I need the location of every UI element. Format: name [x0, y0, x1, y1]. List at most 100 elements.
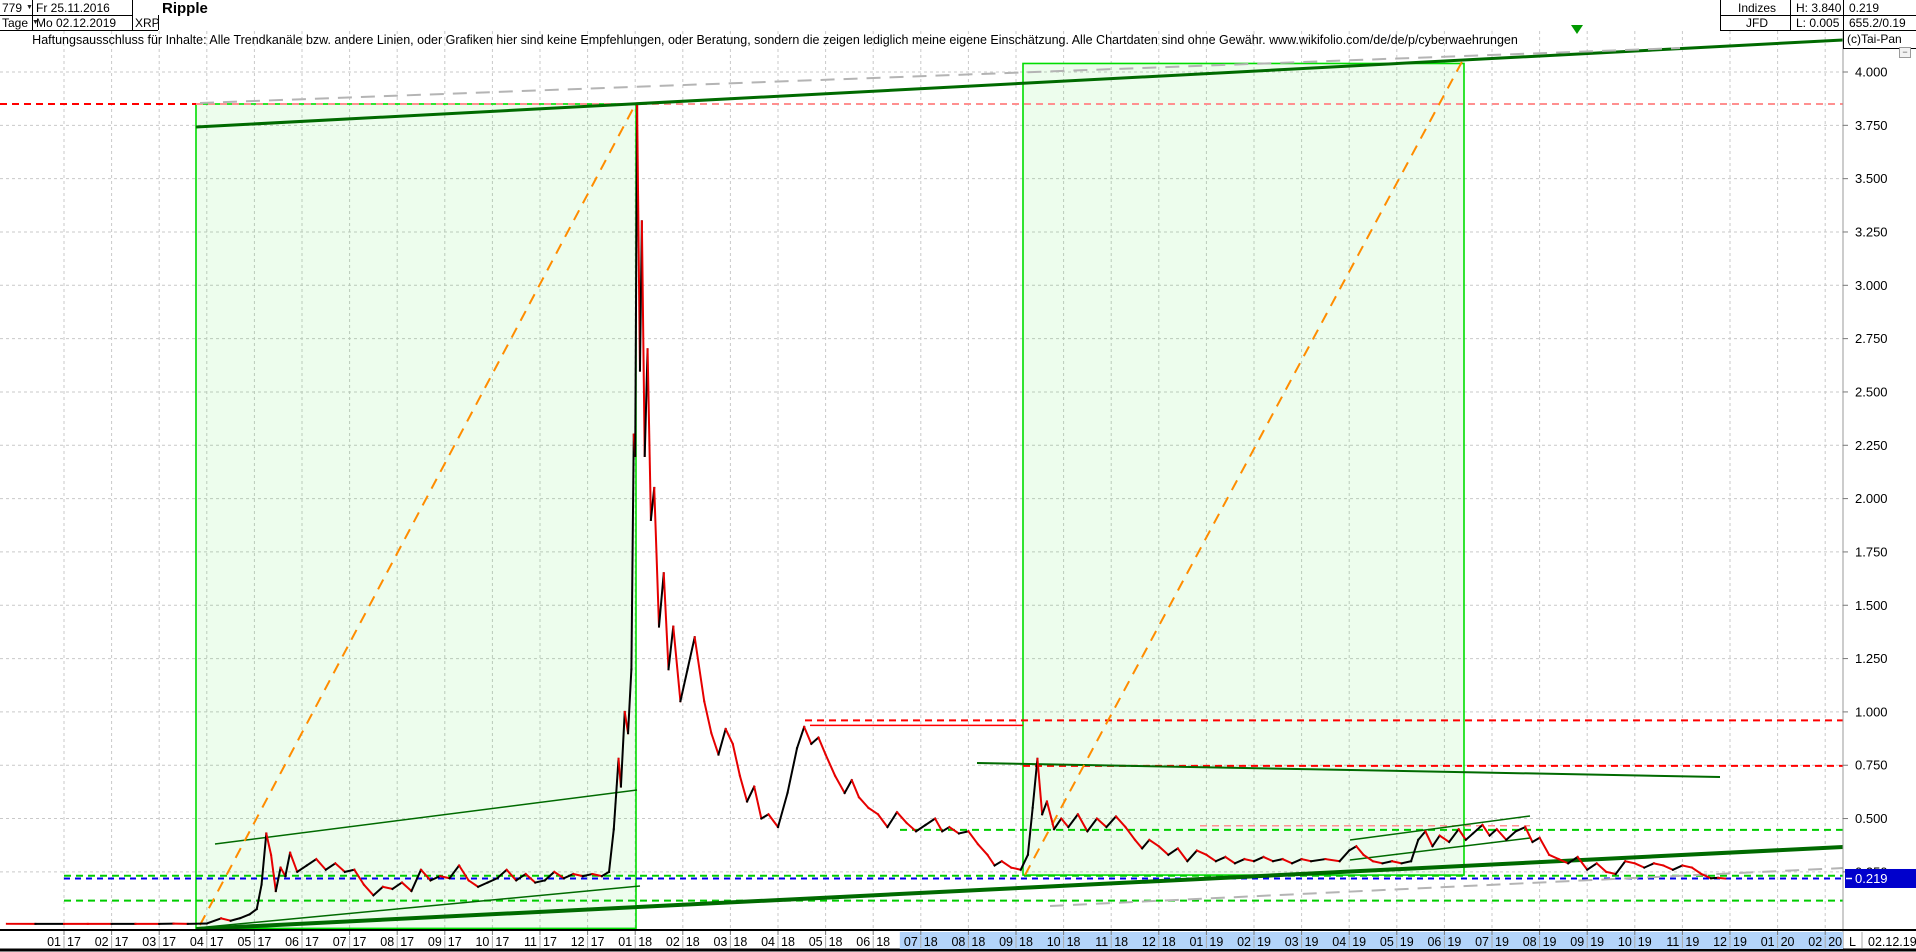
x-axis-month-label: 11: [1666, 935, 1679, 949]
price-segment: [419, 868, 432, 882]
x-axis-year-label: 18: [1114, 935, 1128, 949]
price-segment: [1504, 829, 1518, 842]
price-segment: [562, 872, 575, 880]
price-segment: [993, 859, 1004, 867]
x-axis-month-label: 07: [333, 935, 347, 949]
price-segment: [1424, 830, 1434, 848]
price-segment: [1717, 876, 1727, 880]
price-segment: [219, 917, 232, 922]
price-segment: [1431, 834, 1442, 848]
price-segment: [857, 795, 870, 810]
x-axis-year-label: 17: [162, 935, 176, 949]
last-price-value: 0.219: [1855, 871, 1888, 886]
header-divider: [158, 15, 159, 30]
price-segment: [933, 817, 944, 833]
x-axis-year-label: 19: [1209, 935, 1223, 949]
price-segment: [1000, 859, 1013, 869]
x-axis-year-label: 19: [1305, 935, 1319, 949]
x-axis-month-label: 08: [1523, 935, 1537, 949]
page-title: Ripple: [162, 0, 208, 17]
date-from-label: Fr 25.11.2016: [36, 0, 110, 15]
x-axis-month-label: 07: [904, 935, 918, 949]
price-segment: [717, 727, 727, 756]
price-segment: [1538, 836, 1551, 857]
x-axis-year-label: 17: [591, 935, 605, 949]
price-segment: [1557, 857, 1570, 865]
price-segment: [229, 916, 242, 922]
price-segment: [381, 885, 394, 891]
price-segment: [1224, 855, 1237, 865]
price-segment: [1185, 849, 1199, 863]
minimize-icon[interactable]: −: [1899, 47, 1911, 58]
x-axis-year-label: 18: [924, 935, 938, 949]
x-axis-month-label: 08: [380, 935, 394, 949]
header-divider: [1720, 15, 1916, 16]
y-axis-label: 2.750: [1855, 331, 1888, 346]
price-segment: [1662, 864, 1675, 872]
price-segment: [1347, 844, 1358, 852]
price-segment: [876, 812, 889, 829]
x-axis-month-label: 01: [1761, 935, 1775, 949]
y-axis-label: 1.250: [1855, 651, 1888, 666]
price-segment: [640, 220, 646, 457]
price-segment: [809, 736, 820, 746]
price-segment: [505, 868, 518, 882]
price-segment: [612, 757, 620, 831]
price-segment: [753, 785, 763, 820]
header-divider: [1843, 48, 1916, 49]
price-segment: [1681, 864, 1694, 869]
period-unit-dropdown[interactable]: Tage ▼: [2, 15, 39, 30]
price-segment: [850, 778, 861, 799]
x-axis-month-label: 03: [1285, 935, 1299, 949]
price-segment: [1566, 855, 1580, 865]
price-segment: [1614, 859, 1627, 876]
price-segment: [343, 868, 356, 874]
x-axis-month-label: 10: [475, 935, 489, 949]
x-axis-month-label: 03: [713, 935, 727, 949]
x-axis-year-label: 18: [1067, 935, 1081, 949]
x-axis-month-label: 02: [666, 935, 680, 949]
x-axis-month-label: 01: [47, 935, 61, 949]
price-segment: [371, 885, 385, 897]
chevron-down-icon: ▼: [32, 19, 39, 26]
price-segment: [600, 870, 611, 878]
price-segment: [572, 872, 585, 878]
price-segment: [1481, 823, 1492, 838]
bars-count-dropdown[interactable]: 779 ▼: [2, 0, 33, 15]
price-segment: [274, 866, 282, 893]
price-segment: [314, 857, 328, 872]
footer-l-label: L: [1849, 935, 1856, 949]
y-axis-label: 1.000: [1855, 704, 1888, 719]
orange-fan-2019: [1024, 57, 1465, 876]
x-axis-month-label: 07: [1475, 935, 1489, 949]
x-axis-month-label: 03: [142, 935, 156, 949]
x-axis-month-label: 10: [1618, 935, 1632, 949]
price-segment: [1036, 757, 1044, 816]
price-segment: [457, 864, 470, 882]
price-segment: [391, 881, 404, 891]
x-axis-month-label: 05: [809, 935, 823, 949]
price-segment: [895, 810, 908, 825]
last-price-badge: [1845, 868, 1916, 888]
last-price-header: 0.219: [1849, 0, 1880, 15]
selected-date-range[interactable]: [899, 932, 1843, 949]
price-segment: [1271, 857, 1284, 863]
price-segment: [1114, 815, 1127, 829]
x-axis-year-label: 18: [686, 935, 700, 949]
orange-fan-2017: [199, 104, 636, 926]
price-segment: [248, 907, 259, 916]
price-segment: [843, 778, 854, 795]
price-segment: [1252, 855, 1265, 863]
price-segment: [1195, 849, 1208, 857]
price-segment: [786, 746, 799, 795]
price-segment: [333, 861, 347, 874]
price-segment: [1531, 836, 1541, 844]
x-axis-year-label: 18: [1019, 935, 1033, 949]
price-segment: [1040, 800, 1049, 816]
header-divider: [1843, 0, 1844, 48]
price-segment: [976, 842, 989, 857]
price-segment: [1095, 817, 1108, 829]
y-axis-label: 1.750: [1855, 544, 1888, 559]
